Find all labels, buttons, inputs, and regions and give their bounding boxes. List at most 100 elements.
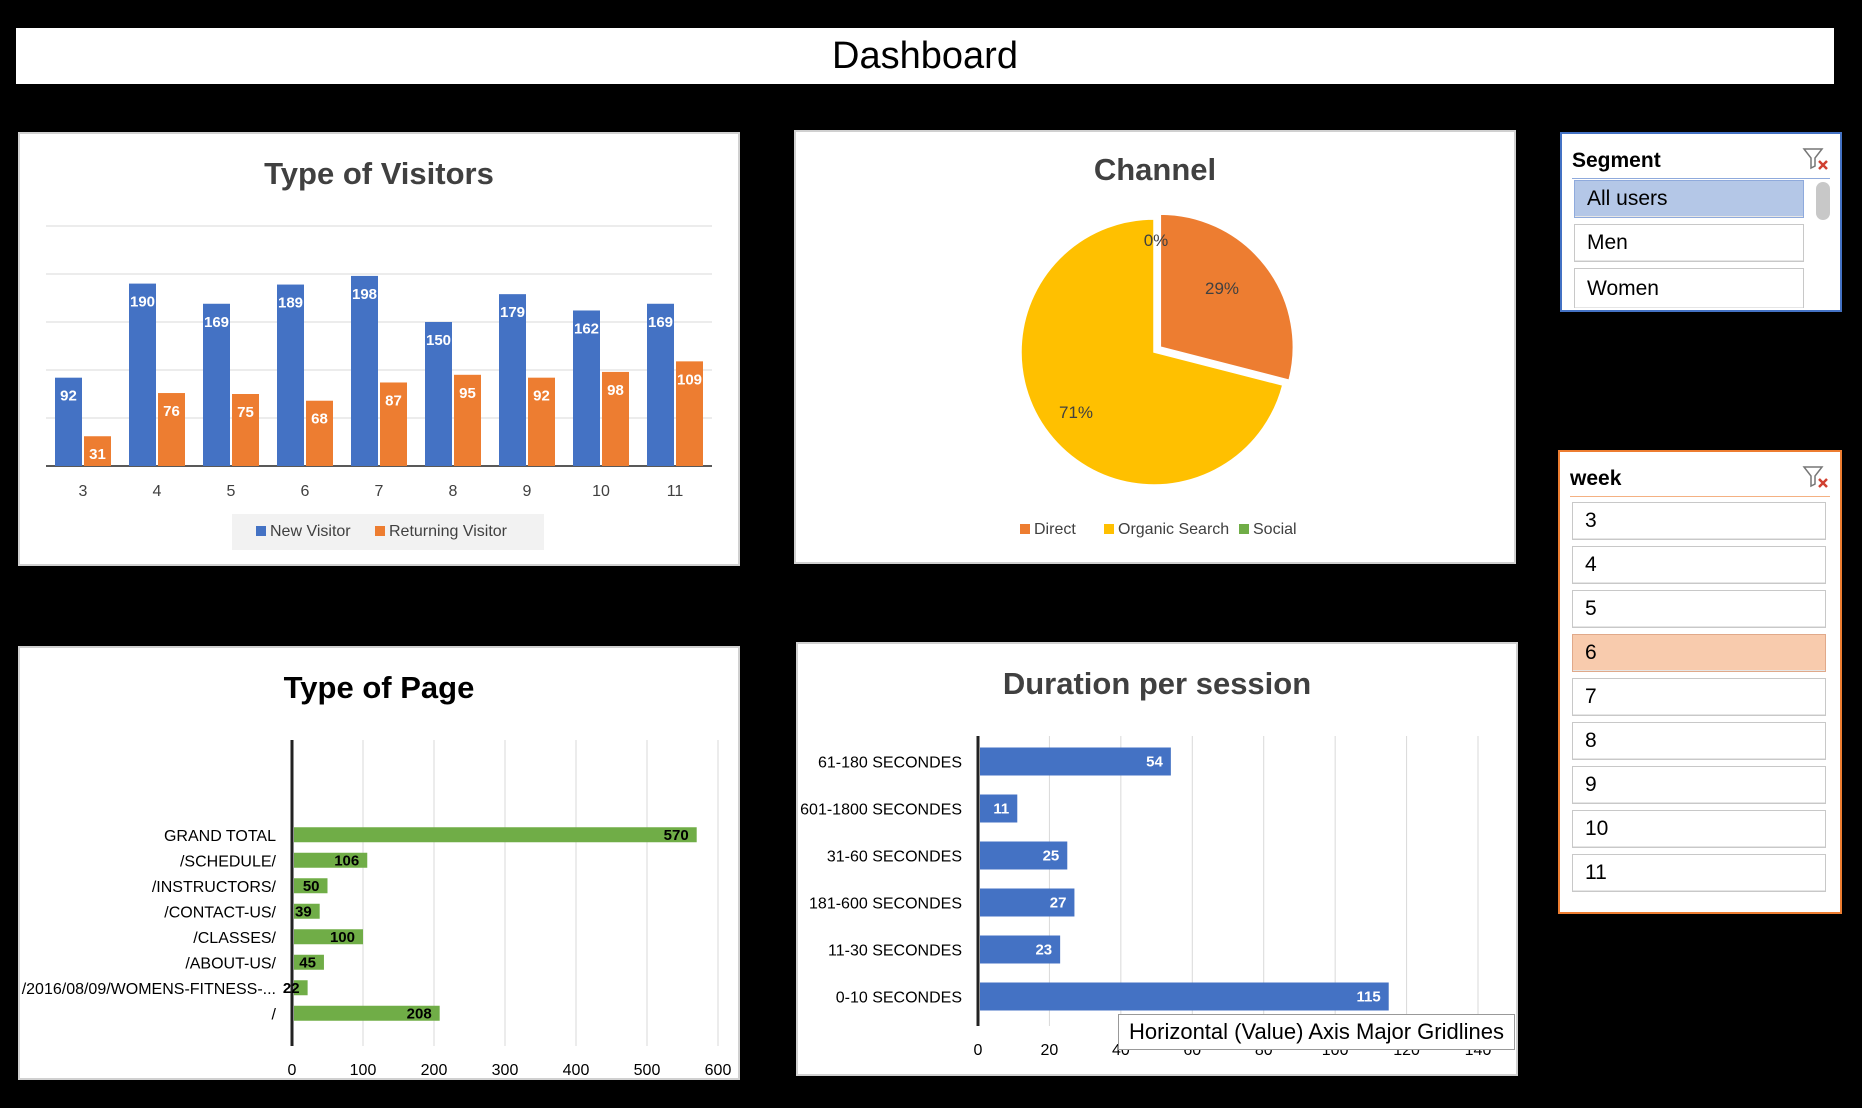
x-tick-label: 10 (592, 483, 610, 500)
week-slicer-header: week (1570, 462, 1830, 497)
bar-data-label: 169 (648, 314, 673, 331)
segment-slicer[interactable]: Segment All users Men Women (1560, 132, 1842, 312)
x-tick-label: 5 (227, 483, 236, 500)
returning-visitor-bar (232, 394, 259, 466)
bar-data-label: 76 (163, 403, 180, 420)
channel-chart-title: Channel (1093, 152, 1217, 187)
x-tick-label: 100 (350, 1062, 377, 1078)
bar-data-label: 198 (352, 286, 377, 303)
clear-filter-icon[interactable] (1802, 146, 1830, 172)
bar-data-label: 50 (303, 878, 320, 895)
dashboard-title-bar: Dashboard (16, 28, 1834, 84)
week-item-9[interactable]: 9 (1572, 766, 1826, 804)
segment-item-women[interactable]: Women (1574, 268, 1804, 308)
y-category-label: /SCHEDULE/ (180, 853, 277, 870)
bar-data-label: 109 (677, 371, 702, 388)
bar-data-label: 190 (130, 294, 155, 311)
y-category-label: 601-1800 SECONDES (800, 802, 962, 819)
bar-data-label: 189 (278, 295, 303, 312)
bar-data-label: 68 (311, 411, 328, 428)
bar (980, 794, 1018, 823)
x-tick-label: 7 (375, 483, 384, 500)
legend-swatch-returning-visitor (375, 526, 385, 536)
y-category-label: /ABOUT-US/ (185, 955, 276, 972)
legend-swatch (1020, 524, 1030, 534)
week-slicer[interactable]: week 3 4 5 6 7 8 9 10 11 (1558, 450, 1842, 914)
legend-label-returning-visitor: Returning Visitor (389, 523, 508, 540)
legend-swatch (1104, 524, 1114, 534)
pie-data-label: 71% (1059, 403, 1093, 422)
week-item-label: 10 (1585, 817, 1609, 840)
week-item-label: 7 (1585, 685, 1597, 708)
y-category-label: /CONTACT-US/ (164, 904, 276, 921)
bar-data-label: 208 (407, 1005, 432, 1022)
new-visitor-bar (647, 303, 674, 466)
bar-data-label: 98 (607, 382, 624, 399)
y-category-label: 31-60 SECONDES (827, 849, 962, 866)
week-item-8[interactable]: 8 (1572, 722, 1826, 760)
bar-data-label: 11 (993, 801, 1009, 818)
x-tick-label: 400 (563, 1062, 590, 1078)
segment-item-label: Women (1587, 276, 1659, 300)
week-item-label: 11 (1585, 861, 1607, 884)
y-category-label: 0-10 SECONDES (836, 990, 962, 1007)
week-item-4[interactable]: 4 (1572, 546, 1826, 584)
x-tick-label: 200 (421, 1062, 448, 1078)
bar-data-label: 39 (295, 903, 312, 920)
bar (294, 1005, 440, 1021)
week-item-10[interactable]: 10 (1572, 810, 1826, 848)
bar-data-label: 106 (334, 852, 359, 869)
week-item-label: 3 (1585, 509, 1597, 532)
legend-swatch (1239, 524, 1249, 534)
bar (294, 929, 363, 945)
week-item-3[interactable]: 3 (1572, 502, 1826, 540)
segment-item-label: Men (1587, 231, 1628, 254)
bar (294, 980, 308, 996)
bar (294, 878, 328, 894)
returning-visitor-bar (158, 393, 185, 466)
legend-label: Direct (1034, 521, 1076, 538)
segment-scrollbar[interactable] (1816, 182, 1830, 220)
y-category-label: 61-180 SECONDES (818, 755, 962, 772)
clear-filter-icon[interactable] (1802, 464, 1830, 490)
new-visitor-bar (277, 284, 304, 466)
week-item-11[interactable]: 11 (1572, 854, 1826, 892)
bar-data-label: 92 (60, 388, 77, 405)
week-item-6[interactable]: 6 (1572, 634, 1826, 672)
bar-data-label: 162 (574, 320, 599, 337)
pie-data-label: 0% (1144, 231, 1169, 250)
returning-visitor-bar (454, 374, 481, 466)
duration-chart-panel[interactable]: Duration per session 0 20 40 60 80 100 120 140 5… (796, 642, 1518, 1076)
returning-visitor-bar (602, 371, 629, 466)
bar-data-label: 31 (89, 446, 106, 463)
channel-chart: 29% 71% 0% Direct Organic Search Social (1020, 213, 1297, 538)
bar (294, 852, 368, 868)
returning-visitor-bar (528, 377, 555, 466)
x-tick-label: 8 (449, 483, 458, 500)
segment-item-all-users[interactable]: All users (1574, 180, 1804, 218)
legend-box (232, 514, 544, 550)
pages-chart-title: Type of Page (283, 670, 475, 705)
x-tick-label: 4 (153, 483, 162, 500)
week-item-label: 5 (1585, 597, 1597, 620)
pie-slice-direct (1159, 213, 1295, 382)
pages-chart: 0 100 200 300 400 500 600 570 GRAND TOTAL 106/SCH… (22, 740, 732, 1078)
week-item-label: 8 (1585, 729, 1597, 752)
new-visitor-bar (55, 377, 82, 466)
bar-data-label: 95 (459, 385, 476, 402)
x-tick-label: 600 (705, 1062, 732, 1078)
channel-chart-panel[interactable]: Channel 29% 71% 0% Direct Organic Search Soci… (794, 130, 1516, 564)
y-category-label: /CLASSES/ (193, 930, 276, 947)
week-item-5[interactable]: 5 (1572, 590, 1826, 628)
segment-item-label: All users (1587, 187, 1668, 210)
pages-chart-panel[interactable]: Type of Page 0 100 200 300 400 500 600 570 GRAND… (18, 646, 740, 1080)
legend-label-new-visitor: New Visitor (270, 523, 351, 540)
bar-data-label: 87 (385, 392, 402, 409)
segment-item-men[interactable]: Men (1574, 224, 1804, 262)
segment-slicer-header: Segment (1572, 144, 1830, 179)
x-tick-label: 500 (634, 1062, 661, 1078)
segment-slicer-title: Segment (1572, 149, 1661, 172)
visitors-chart-panel[interactable]: Type of Visitors 92 31 3 190 76 4 169 75 5 189 68 6… (18, 132, 740, 566)
week-item-7[interactable]: 7 (1572, 678, 1826, 716)
